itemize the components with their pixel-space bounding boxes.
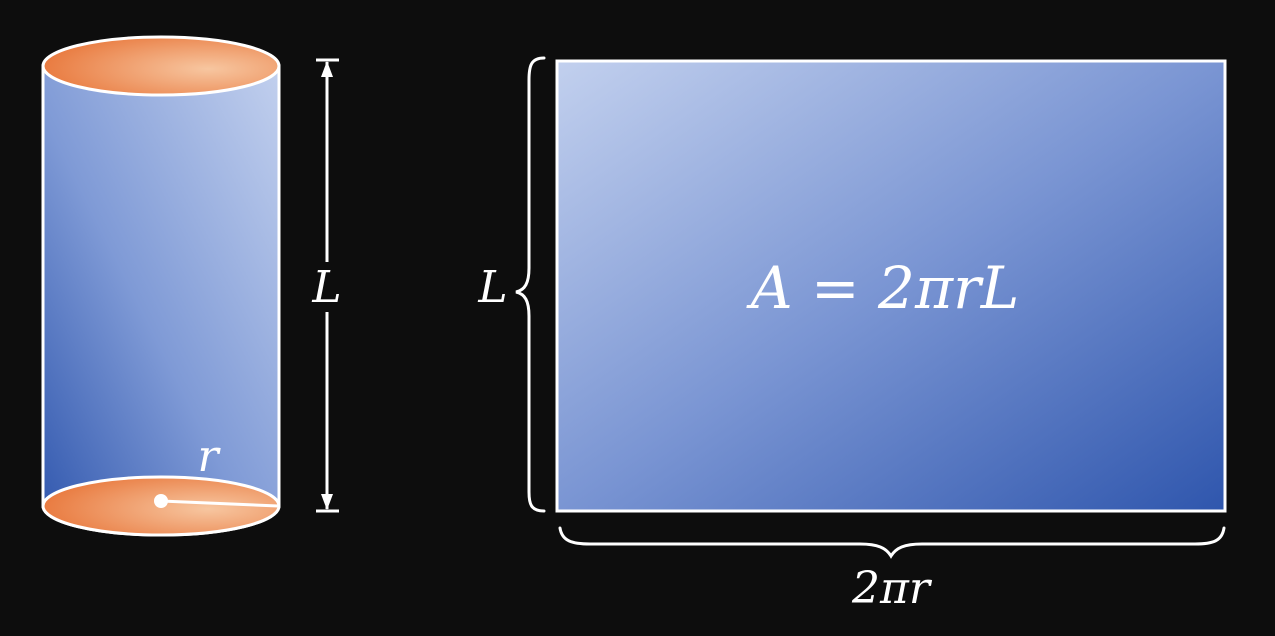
- arrowhead-up: [321, 61, 333, 77]
- brace-height-label: L: [477, 262, 507, 313]
- bottom-brace: [558, 526, 1226, 559]
- cylinder-height-dimension: L: [311, 58, 342, 513]
- arrowhead-down: [321, 494, 333, 510]
- unrolled-rectangle: A = 2πrL: [555, 59, 1227, 513]
- brace-width-label: 2πr: [851, 563, 933, 614]
- cylinder-body: [41, 64, 281, 537]
- radius-label: r: [197, 431, 221, 482]
- cylinder: r: [41, 35, 281, 537]
- center-dot: [154, 494, 168, 508]
- height-label: L: [311, 262, 341, 313]
- cylinder-top-cap: [41, 35, 281, 97]
- height-brace: L: [477, 56, 546, 513]
- area-formula: A = 2πrL: [746, 254, 1020, 322]
- radius-line: [160, 499, 279, 508]
- left-brace: [515, 56, 546, 513]
- unrolled-surface: [555, 59, 1227, 513]
- width-brace: 2πr: [558, 526, 1226, 614]
